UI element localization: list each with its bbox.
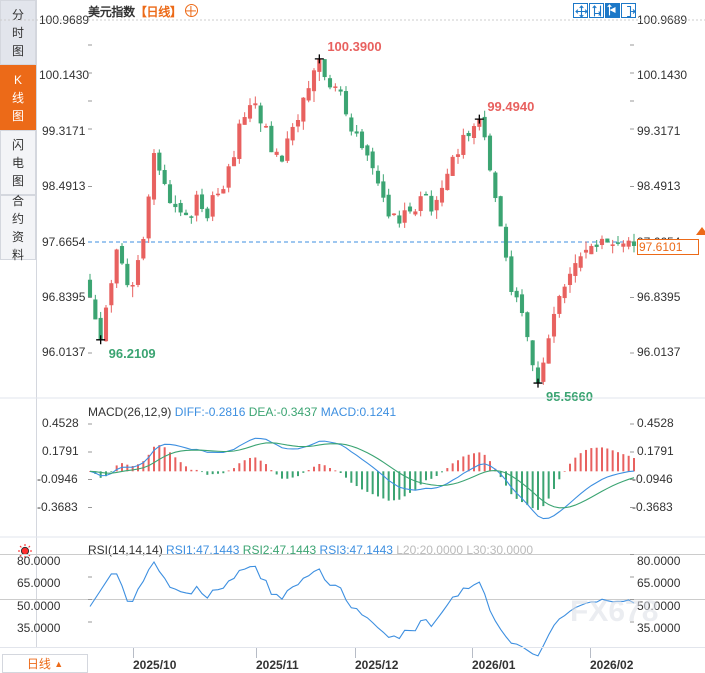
svg-text:100.3900: 100.3900 [327, 39, 381, 54]
svg-text:99.4940: 99.4940 [487, 99, 534, 114]
svg-text:96.2109: 96.2109 [109, 346, 156, 361]
